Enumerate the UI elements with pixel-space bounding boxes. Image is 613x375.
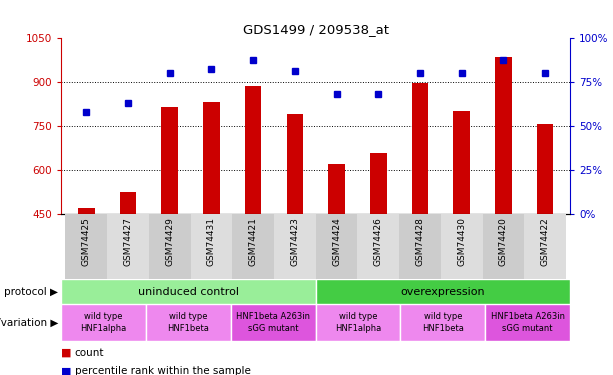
Bar [274,214,316,279]
Bar [370,153,387,214]
Bar [454,111,470,214]
Bar [232,214,274,279]
Text: wild type
HNF1alpha: wild type HNF1alpha [335,312,381,333]
Text: HNF1beta A263in
sGG mutant: HNF1beta A263in sGG mutant [236,312,310,333]
Bar [231,304,316,341]
Text: GSM74429: GSM74429 [166,217,174,266]
Bar [411,83,428,214]
Bar [328,164,345,214]
Bar [400,304,485,341]
Bar [146,304,231,341]
Text: GSM74431: GSM74431 [207,217,216,266]
Bar [482,214,524,279]
Bar [495,57,512,214]
Bar [316,304,400,341]
Text: GSM74424: GSM74424 [332,217,341,266]
Bar [316,279,570,304]
Bar [245,86,262,214]
Text: genotype/variation ▶: genotype/variation ▶ [0,318,58,327]
Bar [161,107,178,214]
Bar [485,304,570,341]
Bar [191,214,232,279]
Text: ■: ■ [61,348,72,357]
Title: GDS1499 / 209538_at: GDS1499 / 209538_at [243,23,389,36]
Bar [524,214,566,279]
Bar [441,214,482,279]
Bar [107,214,149,279]
Text: count: count [75,348,104,357]
Text: GSM74427: GSM74427 [124,217,132,266]
Bar [203,102,220,214]
Text: protocol ▶: protocol ▶ [4,286,58,297]
Text: GSM74421: GSM74421 [249,217,257,266]
Text: wild type
HNF1beta: wild type HNF1beta [167,312,210,333]
Bar [399,214,441,279]
Bar [120,192,136,214]
Text: wild type
HNF1alpha: wild type HNF1alpha [80,312,127,333]
Text: GSM74420: GSM74420 [499,217,508,266]
Bar [78,208,94,214]
Text: percentile rank within the sample: percentile rank within the sample [75,366,251,375]
Text: GSM74425: GSM74425 [82,217,91,266]
Text: ■: ■ [61,366,72,375]
Bar [537,124,554,214]
Bar [286,114,303,214]
Bar [316,214,357,279]
Text: overexpression: overexpression [400,286,485,297]
Text: GSM74423: GSM74423 [291,217,299,266]
Bar [61,279,316,304]
Bar [66,214,107,279]
Bar [149,214,191,279]
Text: uninduced control: uninduced control [138,286,239,297]
Text: wild type
HNF1beta: wild type HNF1beta [422,312,464,333]
Bar [61,304,146,341]
Bar [357,214,399,279]
Text: GSM74426: GSM74426 [374,217,383,266]
Text: GSM74428: GSM74428 [416,217,424,266]
Text: GSM74430: GSM74430 [457,217,466,266]
Text: HNF1beta A263in
sGG mutant: HNF1beta A263in sGG mutant [490,312,565,333]
Text: GSM74422: GSM74422 [541,217,550,266]
